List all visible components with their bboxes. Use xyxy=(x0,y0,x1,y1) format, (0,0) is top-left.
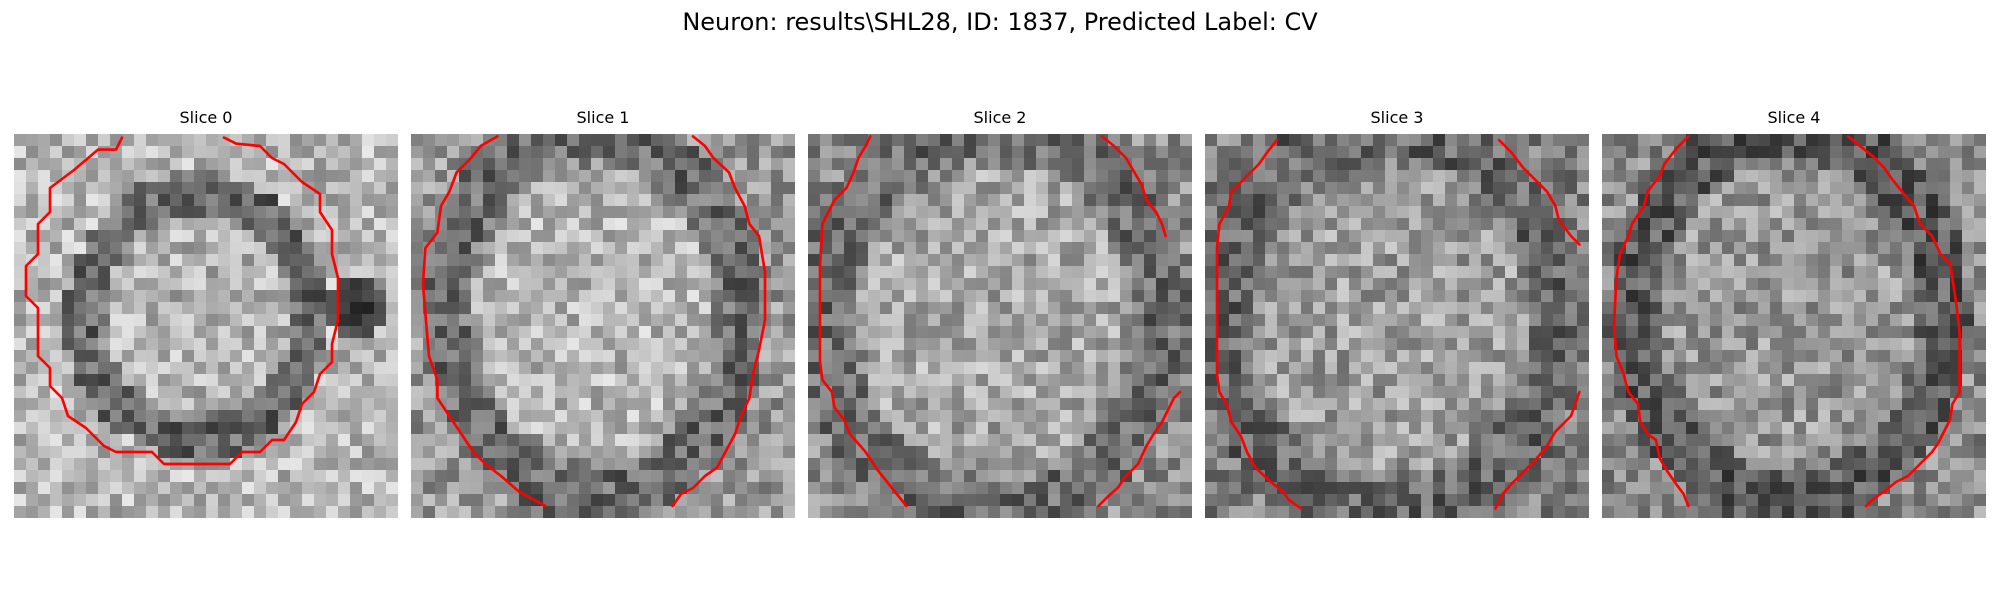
slice-panel-2: Slice 2 xyxy=(808,108,1192,520)
slice-image xyxy=(14,134,398,518)
slice-panel-4: Slice 4 xyxy=(1602,108,1986,520)
slice-title: Slice 0 xyxy=(179,108,233,127)
slice-panel-1: Slice 1 xyxy=(411,108,795,520)
slice-image xyxy=(411,134,795,518)
slice-image xyxy=(1205,134,1589,518)
voxel-grid xyxy=(808,134,1192,518)
contour-line xyxy=(1612,135,1690,508)
contour-line xyxy=(671,135,767,508)
slice-panel-0: Slice 0 xyxy=(14,108,398,520)
slice-title: Slice 1 xyxy=(576,108,630,127)
slice-panel-3: Slice 3 xyxy=(1205,108,1589,520)
contour-line xyxy=(421,135,547,508)
contour-line xyxy=(1097,390,1182,508)
contour-line xyxy=(24,136,340,466)
contour-line xyxy=(1215,138,1303,510)
contour-line xyxy=(1494,390,1581,510)
contour-line xyxy=(1100,135,1167,238)
voxel-grid xyxy=(1602,134,1986,518)
contour-line xyxy=(1497,138,1581,246)
voxel-grid xyxy=(14,134,398,518)
slice-title: Slice 4 xyxy=(1767,108,1821,127)
contour-line xyxy=(1846,135,1961,508)
slice-image xyxy=(808,134,1192,518)
figure-title: Neuron: results\SHL28, ID: 1837, Predict… xyxy=(682,8,1318,36)
contour-line xyxy=(818,135,908,508)
slice-title: Slice 3 xyxy=(1370,108,1424,127)
voxel-grid xyxy=(1205,134,1589,518)
slice-image xyxy=(1602,134,1986,518)
slice-title: Slice 2 xyxy=(973,108,1027,127)
